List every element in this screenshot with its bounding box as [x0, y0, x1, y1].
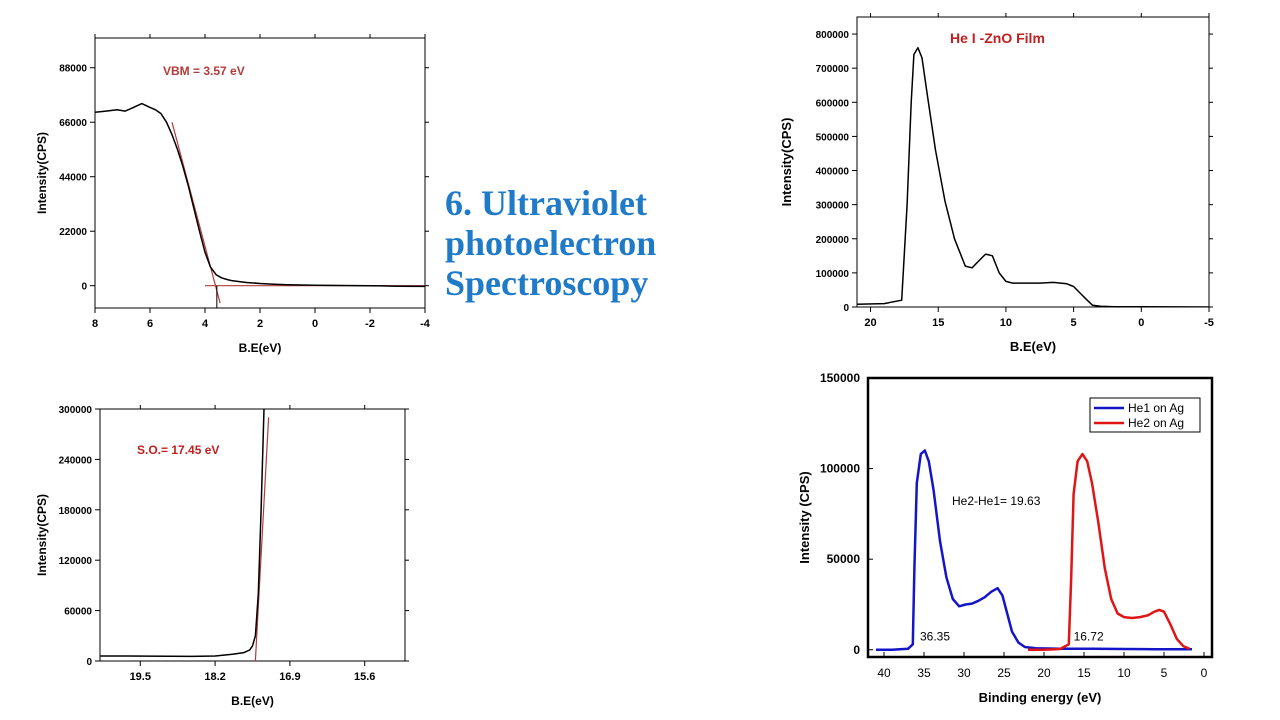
so-x-axis-label: B.E(eV) [231, 694, 274, 708]
so-fit-line [254, 417, 270, 661]
zno-series-line [857, 46, 1209, 307]
slide-title-line-1: 6. Ultraviolet [445, 183, 647, 223]
vbm-data-layer [95, 102, 425, 308]
vbm-chart: 8 6 4 2 0 -2 -4 0 22000 44000 66000 88000 B.E(eV) Int… [30, 30, 440, 360]
zno-y-tick-label: 400000 [816, 167, 850, 178]
so-x-tick-label: 16.9 [279, 671, 300, 683]
zno-x-axis-label: B.E(eV) [1010, 339, 1056, 354]
ag-x-tick-label: 0 [1201, 666, 1208, 680]
ag-series-he2-on-ag [1028, 452, 1191, 652]
zno-data-layer [857, 46, 1209, 307]
so-y-tick-label: 300000 [59, 405, 93, 416]
so-y-tick-label: 240000 [59, 455, 93, 466]
ag-y-tick-label: 100000 [820, 462, 860, 476]
vbm-y-tick-label: 22000 [59, 227, 87, 238]
ag-annotation: He2-He1= 19.63 [952, 494, 1041, 508]
ag-x-tick-label: 25 [997, 666, 1011, 680]
so-y-axis-label: Intensity(CPS) [35, 494, 49, 576]
ag-legend-label: He1 on Ag [1128, 401, 1184, 415]
zno-y-tick-label: 600000 [816, 98, 850, 109]
vbm-x-tick-label: 2 [257, 318, 263, 330]
ag-x-tick-label: 5 [1161, 666, 1168, 680]
zno-y-tick-label: 700000 [816, 64, 850, 75]
so-x-tick-label: 19.5 [130, 671, 151, 683]
so-plot-frame [99, 408, 406, 662]
slide-title-line-2: photoelectron [445, 223, 657, 263]
so-annotation: S.O.= 17.45 eV [137, 443, 219, 457]
ag-annotation: 36.35 [920, 630, 950, 644]
ag-plot-frame [866, 376, 1214, 659]
vbm-y-tick-label: 66000 [59, 118, 87, 129]
vbm-y-axis-label: Intensity(CPS) [35, 132, 49, 214]
zno-annotation: He I -ZnO Film [950, 30, 1045, 46]
ag-reference-chart: 40 35 30 25 20 15 10 5 0 0 50000 100000 150000 Bindin… [785, 368, 1225, 708]
ag-x-tick-label: 10 [1117, 666, 1131, 680]
vbm-plot-frame [94, 37, 426, 309]
so-data-layer [100, 409, 270, 661]
zno-y-tick-label: 0 [843, 303, 849, 314]
ag-annotation: 16.72 [1074, 630, 1104, 644]
so-x-tick-label: 18.2 [204, 671, 225, 683]
ag-legend-box [1089, 397, 1201, 433]
vbm-x-axis-label: B.E(eV) [239, 341, 282, 355]
so-y-tick-label: 0 [86, 657, 92, 668]
vbm-annotation: VBM = 3.57 eV [163, 64, 245, 78]
slide-title: 6. Ultraviolet photoelectron Spectroscop… [445, 183, 685, 303]
vbm-series-line [95, 102, 425, 288]
zno-x-tick-label: 0 [1138, 317, 1144, 329]
ag-x-axis-label: Binding energy (eV) [979, 690, 1102, 705]
ag-legend-label: He2 on Ag [1128, 416, 1184, 430]
zno-plot-frame [856, 16, 1210, 308]
so-y-tick-label: 180000 [59, 506, 93, 517]
vbm-x-tick-label: 6 [147, 318, 153, 330]
zno-x-tick-label: 10 [1000, 317, 1012, 329]
vbm-x-tick-label: -2 [365, 318, 375, 330]
zno-y-axis-label: Intensity(CPS) [779, 118, 794, 207]
ag-y-tick-label: 0 [853, 643, 860, 657]
slide-title-line-3: Spectroscopy [445, 263, 649, 303]
ag-y-axis-label: Intensity (CPS) [797, 471, 812, 563]
ag-x-tick-label: 20 [1037, 666, 1051, 680]
zno-y-tick-label: 200000 [816, 235, 850, 246]
vbm-x-tick-label: 8 [92, 318, 98, 330]
ag-series-he1-on-ag [876, 449, 1192, 652]
ag-x-tick-label: 35 [917, 666, 931, 680]
zno-y-tick-label: 800000 [816, 30, 850, 41]
vbm-fit-line [171, 122, 221, 304]
vbm-y-tick-label: 44000 [59, 173, 87, 184]
ag-y-tick-label: 150000 [820, 371, 860, 385]
secondary-cutoff-chart: 19.5 18.2 16.9 15.6 0 60000 120000 180000 240000… [30, 405, 410, 715]
zno-spectrum-chart-svg: 20 15 10 5 0 -5 0 100000 200000 300000 400000 50000… [779, 13, 1214, 354]
vbm-y-tick-label: 0 [81, 282, 87, 293]
zno-spectrum-chart: 20 15 10 5 0 -5 0 100000 200000 300000 400000 50000… [775, 10, 1225, 360]
ag-reference-chart-svg: 40 35 30 25 20 15 10 5 0 0 50000 100000 150000 Bindin… [797, 371, 1214, 705]
zno-x-tick-label: 20 [864, 317, 876, 329]
ag-x-tick-label: 15 [1077, 666, 1091, 680]
so-series-line [100, 409, 265, 658]
ag-data-layer [876, 449, 1192, 652]
zno-x-tick-label: 15 [932, 317, 944, 329]
vbm-y-tick-label: 88000 [59, 64, 87, 75]
vbm-chart-svg: 8 6 4 2 0 -2 -4 0 22000 44000 66000 88000 B.E(eV) Int… [35, 34, 431, 355]
vbm-x-tick-label: 0 [312, 318, 318, 330]
ag-x-tick-label: 40 [877, 666, 891, 680]
ag-y-tick-label: 50000 [827, 552, 861, 566]
so-y-tick-label: 120000 [59, 556, 93, 567]
so-x-tick-label: 15.6 [354, 671, 375, 683]
vbm-x-tick-label: 4 [202, 318, 209, 330]
zno-x-tick-label: 5 [1071, 317, 1077, 329]
zno-y-tick-label: 100000 [816, 269, 850, 280]
ag-x-tick-label: 30 [957, 666, 971, 680]
secondary-cutoff-chart-svg: 19.5 18.2 16.9 15.6 0 60000 120000 180000 240000… [35, 405, 409, 708]
vbm-x-tick-label: -4 [420, 318, 431, 330]
zno-y-tick-label: 500000 [816, 132, 850, 143]
zno-y-tick-label: 300000 [816, 201, 850, 212]
zno-x-tick-label: -5 [1204, 317, 1214, 329]
so-y-tick-label: 60000 [64, 607, 92, 618]
